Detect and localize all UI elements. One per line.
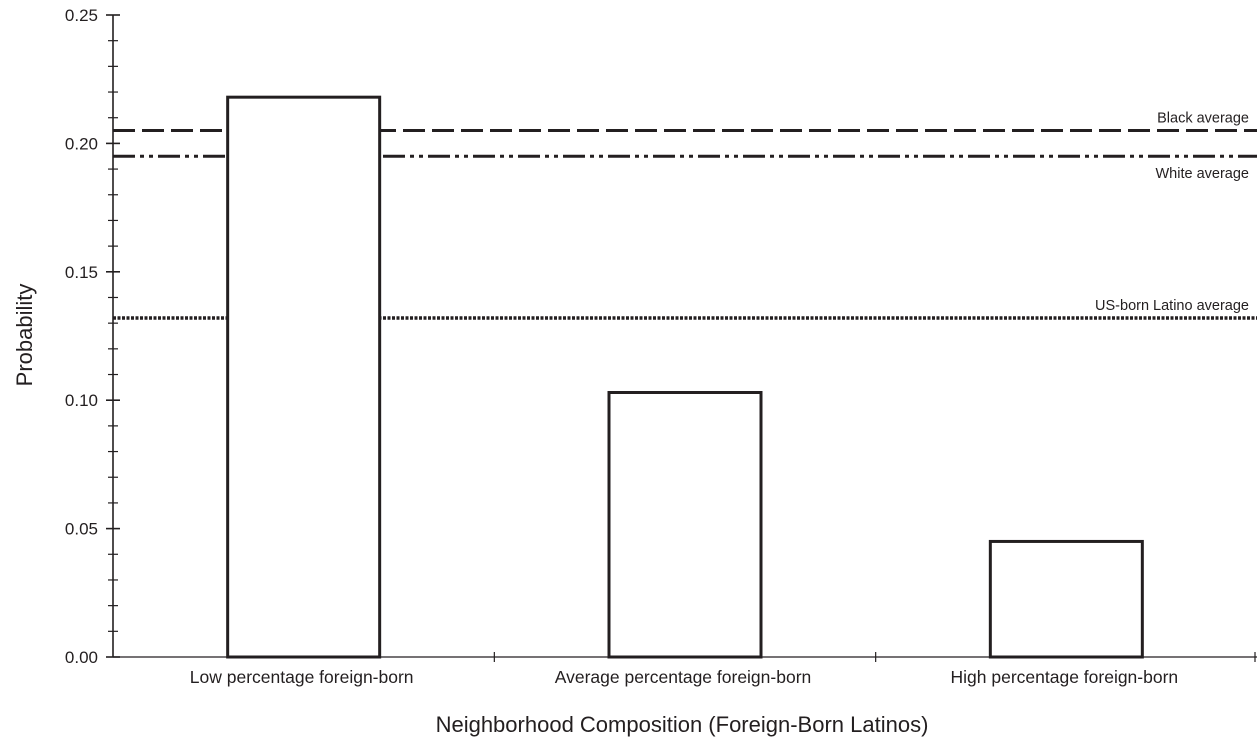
y-tick-label: 0.00 (65, 648, 98, 667)
y-ticks: 0.00 0.05 0.10 0.15 0.20 0.25 (65, 6, 120, 667)
y-axis-title: Probability (12, 284, 37, 387)
category-labels: Low percentage foreign-born Average perce… (190, 667, 1178, 687)
y-tick-label: 0.25 (65, 6, 98, 25)
reference-label-white-average: White average (1156, 166, 1250, 182)
reference-label-black-average: Black average (1157, 111, 1249, 127)
bars (226, 95, 1144, 659)
reference-line-labels: Black average White average US-born Latino… (1095, 111, 1249, 314)
bar-1 (226, 95, 382, 659)
category-label-3: High percentage foreign-born (951, 667, 1179, 687)
x-axis-title: Neighborhood Composition (Foreign-Born L… (436, 712, 929, 737)
reference-label-us-born-latino-average: US-born Latino average (1095, 298, 1249, 314)
category-label-1: Low percentage foreign-born (190, 667, 414, 687)
x-ticks (493, 652, 1256, 662)
bar-3 (988, 539, 1144, 659)
axes (112, 15, 1257, 658)
y-tick-label: 0.15 (65, 263, 98, 282)
bar-2 (607, 390, 763, 659)
y-tick-label: 0.05 (65, 520, 98, 539)
y-tick-label: 0.10 (65, 391, 98, 410)
category-label-2: Average percentage foreign-born (555, 667, 812, 687)
y-tick-label: 0.20 (65, 134, 98, 153)
